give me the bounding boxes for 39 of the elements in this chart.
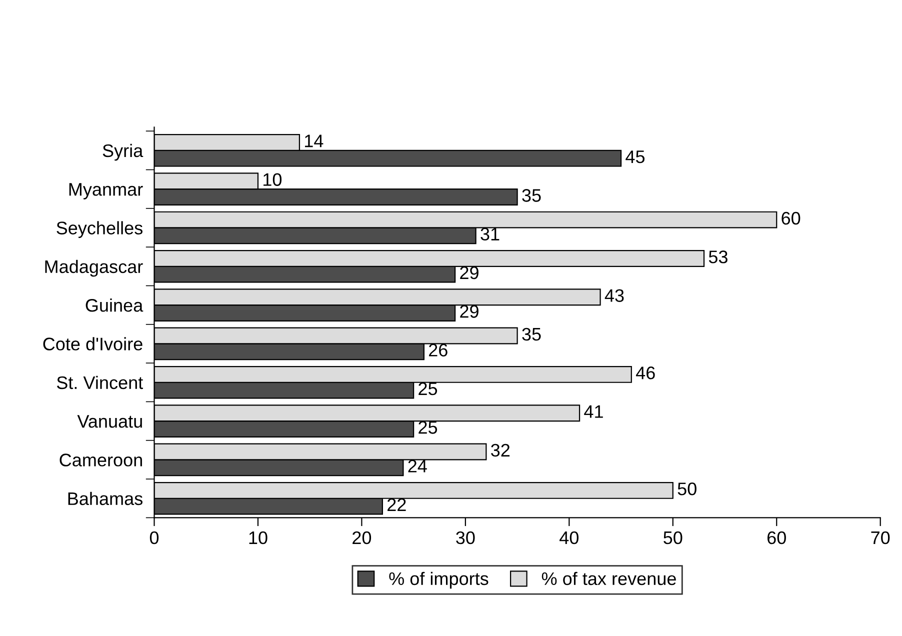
y-tick-label: Cote d'Ivoire <box>43 337 142 350</box>
x-tick-label: 60 <box>768 531 786 544</box>
data-label: 14 <box>305 134 324 148</box>
legend-label: % of tax revenue <box>542 572 676 586</box>
data-label: 43 <box>604 289 624 302</box>
data-label: 32 <box>491 444 510 457</box>
data-label: 35 <box>522 328 541 341</box>
x-tick-label: 10 <box>249 531 268 544</box>
data-label: 46 <box>636 366 655 380</box>
y-tick-label: Seychelles <box>56 221 142 238</box>
data-label: 31 <box>480 228 500 240</box>
y-tick-label: Myanmar <box>69 183 143 200</box>
x-tick-label: 40 <box>560 531 578 544</box>
data-label: 29 <box>460 305 478 318</box>
x-tick-label: 70 <box>871 531 890 544</box>
y-tick-label: Bahamas <box>68 492 142 506</box>
y-tick-label: Syria <box>102 144 144 161</box>
x-tick-label: 30 <box>456 531 475 544</box>
data-label: 60 <box>782 212 800 225</box>
data-label: 10 <box>264 173 282 186</box>
legend-label: % of imports <box>389 572 488 589</box>
data-label: 29 <box>460 266 478 280</box>
data-label: 53 <box>708 250 728 264</box>
data-label: 35 <box>522 189 541 202</box>
data-label: 45 <box>626 150 645 164</box>
data-label: 41 <box>584 405 603 418</box>
data-label: 22 <box>388 498 406 511</box>
y-tick-label: Guinea <box>86 298 144 312</box>
y-tick-label: St. Vincent <box>56 376 143 390</box>
data-label: 24 <box>408 460 427 472</box>
y-tick-label: Madagascar <box>45 260 143 277</box>
data-label: 26 <box>429 344 448 356</box>
data-label: 50 <box>678 482 696 496</box>
x-tick-label: 0 <box>150 531 159 544</box>
data-label: 25 <box>418 382 438 396</box>
x-tick-label: 20 <box>352 531 372 544</box>
y-tick-label: Cameroon <box>60 454 142 466</box>
x-tick-label: 50 <box>664 531 682 544</box>
y-tick-label: Vanuatu <box>77 415 142 428</box>
